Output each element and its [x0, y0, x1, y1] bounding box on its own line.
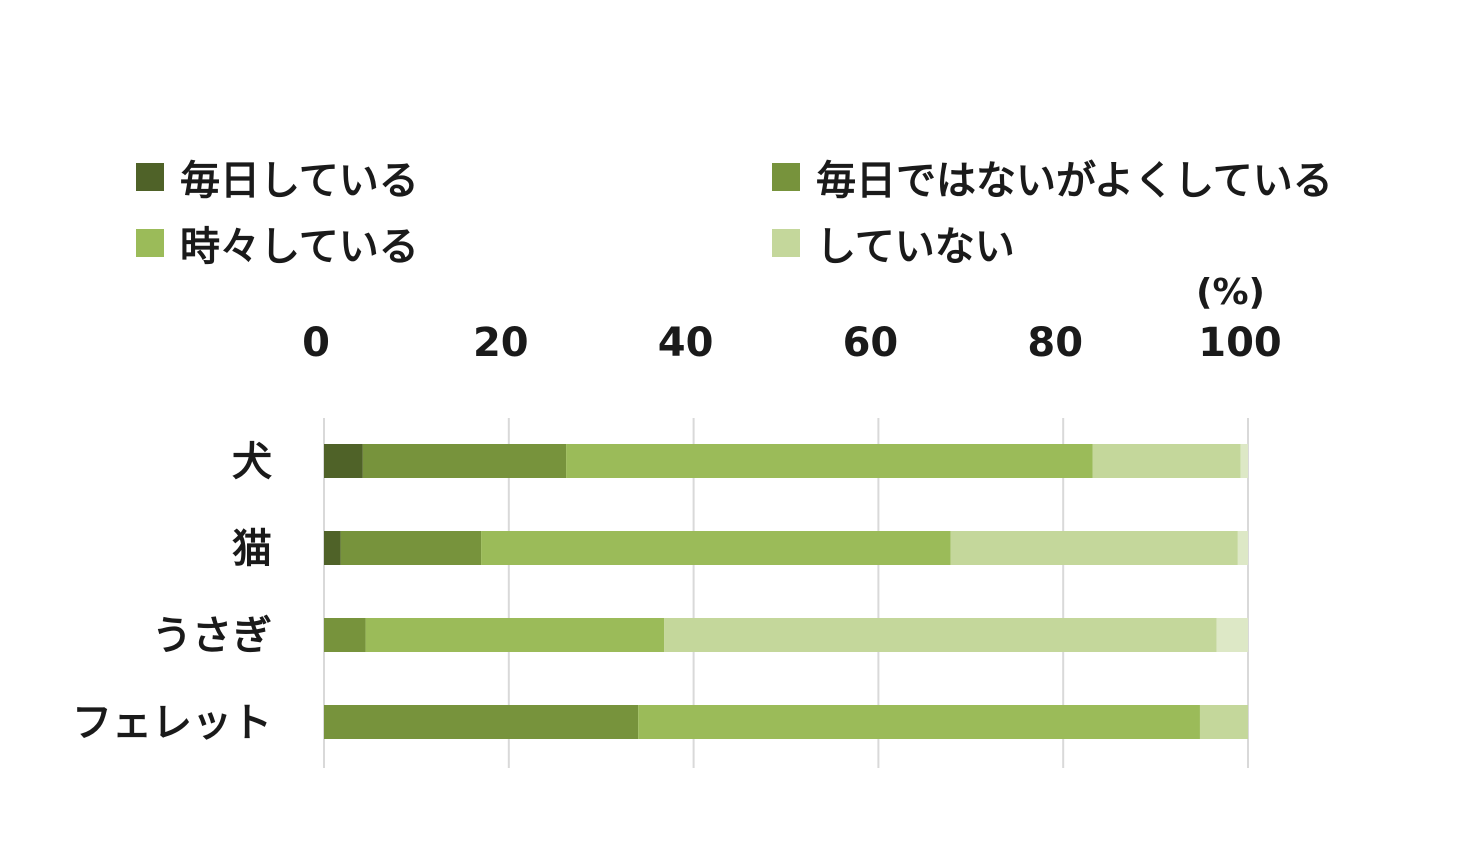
bar-segment-3-2 [638, 705, 1200, 739]
legend-swatch-sometimes [136, 229, 164, 257]
bar-segment-1-4 [1237, 531, 1248, 565]
category-label-0: 犬 [232, 439, 272, 485]
legend-swatch-daily [136, 163, 164, 191]
bar-segment-0-4 [1240, 444, 1248, 478]
x-tick-label-40: 40 [658, 320, 714, 366]
bar-segment-3-1 [324, 705, 639, 739]
legend-label-not: していない [816, 224, 1015, 270]
bar-segment-3-3 [1199, 705, 1248, 739]
bar-segment-0-1 [362, 444, 567, 478]
bar-segment-0-3 [1092, 444, 1241, 478]
bar-segment-2-3 [664, 618, 1217, 652]
bar-segment-1-0 [324, 531, 341, 565]
legend-label-sometimes: 時々している [180, 224, 419, 270]
x-tick-label-80: 80 [1027, 320, 1083, 366]
category-label-3: フェレット [72, 700, 272, 746]
legend-item-sometimes: 時々している [136, 214, 419, 272]
bar-segment-0-2 [566, 444, 1093, 478]
legend-swatch-not [772, 229, 800, 257]
x-tick-label-0: 0 [302, 320, 330, 366]
legend-item-not: していない [772, 214, 1015, 272]
bar-segment-2-1 [324, 618, 366, 652]
category-label-1: 猫 [232, 526, 272, 572]
bar-segment-1-1 [340, 531, 482, 565]
category-label-2: うさぎ [152, 613, 272, 659]
legend-item-daily: 毎日している [136, 148, 419, 206]
x-tick-label-60: 60 [843, 320, 899, 366]
unit-label: (%) [1196, 272, 1265, 313]
bar-segment-2-2 [365, 618, 665, 652]
legend-label-daily: 毎日している [180, 158, 419, 204]
legend-label-often: 毎日ではないがよくしている [816, 158, 1333, 204]
x-tick-label-100: 100 [1198, 320, 1282, 366]
legend-swatch-often [772, 163, 800, 191]
bar-segment-1-2 [481, 531, 951, 565]
bar-segment-0-0 [324, 444, 363, 478]
x-tick-label-20: 20 [473, 320, 529, 366]
bar-segment-2-4 [1216, 618, 1248, 652]
bar-segment-1-3 [950, 531, 1238, 565]
legend-item-often: 毎日ではないがよくしている [772, 148, 1333, 206]
